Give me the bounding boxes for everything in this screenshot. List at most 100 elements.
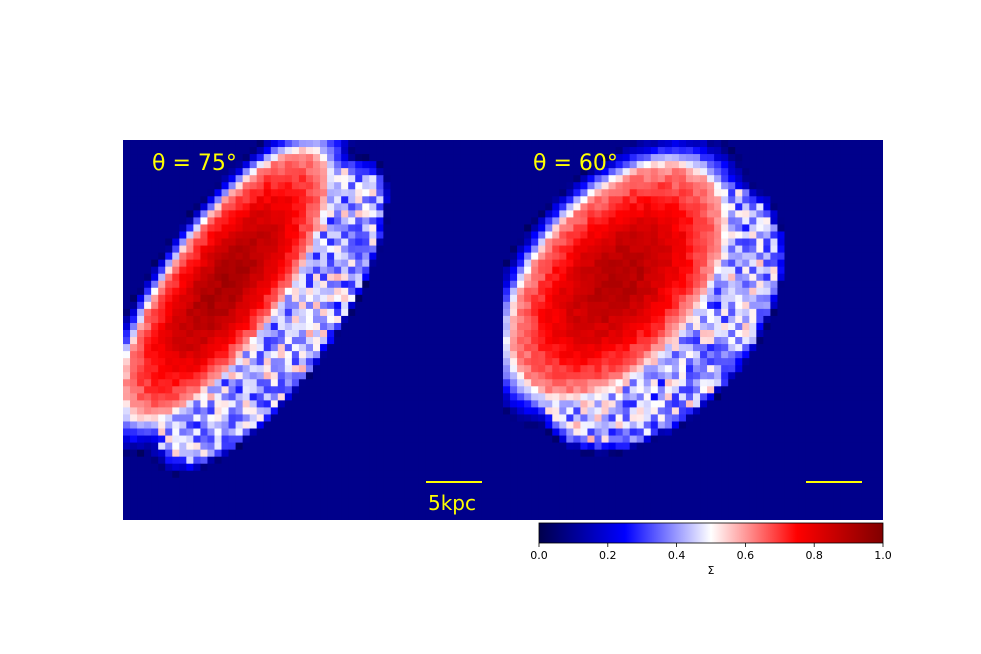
- heatmap-cell: [228, 337, 236, 345]
- heatmap-cell: [671, 203, 680, 211]
- heatmap-cell: [756, 294, 764, 303]
- heatmap-cell: [158, 330, 166, 338]
- heatmap-cell: [460, 463, 469, 472]
- heatmap-cell: [657, 379, 666, 387]
- heatmap-cell: [327, 238, 335, 246]
- heatmap-cell: [481, 421, 490, 429]
- heatmap-cell: [320, 210, 328, 218]
- heatmap-cell: [685, 273, 694, 282]
- heatmap-cell: [165, 400, 173, 408]
- heatmap-cell: [186, 330, 194, 338]
- heatmap-cell: [756, 238, 764, 246]
- heatmap-cell: [397, 351, 405, 359]
- heatmap-cell: [678, 189, 687, 197]
- heatmap-cell: [770, 210, 778, 218]
- heatmap-cell: [362, 252, 370, 261]
- heatmap-cell: [313, 435, 321, 443]
- heatmap-cell: [728, 168, 736, 176]
- heatmap-cell: [334, 358, 342, 366]
- heatmap-cell: [847, 245, 856, 253]
- heatmap-cell: [341, 168, 349, 176]
- heatmap-cell: [467, 252, 476, 261]
- heatmap-cell: [411, 154, 419, 162]
- heatmap-cell: [566, 273, 574, 282]
- heatmap-cell: [411, 140, 419, 148]
- heatmap-cell: [481, 294, 490, 303]
- heatmap-cell: [144, 491, 152, 500]
- heatmap-cell: [404, 477, 412, 486]
- heatmap-cell: [685, 203, 694, 211]
- heatmap-cell: [313, 386, 321, 394]
- heatmap-cell: [446, 470, 455, 479]
- heatmap-cell: [158, 273, 166, 282]
- heatmap-cell: [566, 154, 574, 162]
- heatmap-cell: [552, 294, 560, 303]
- heatmap-cell: [165, 365, 173, 373]
- heatmap-cell: [207, 315, 215, 324]
- heatmap-cell: [601, 365, 609, 373]
- heatmap-cell: [313, 358, 321, 366]
- heatmap-cell: [369, 365, 377, 373]
- heatmap-cell: [467, 491, 476, 500]
- heatmap-cell: [601, 147, 609, 155]
- heatmap-cell: [207, 358, 215, 366]
- heatmap-cell: [277, 463, 286, 472]
- heatmap-cell: [545, 147, 553, 155]
- heatmap-cell: [144, 301, 152, 310]
- heatmap-cell: [193, 175, 201, 183]
- heatmap-cell: [235, 175, 244, 183]
- heatmap-cell: [425, 421, 434, 429]
- heatmap-cell: [228, 351, 236, 359]
- heatmap-cell: [369, 245, 377, 253]
- heatmap-cell: [221, 463, 229, 472]
- heatmap-cell: [418, 224, 426, 232]
- heatmap-cell: [130, 140, 138, 148]
- heatmap-cell: [432, 259, 441, 268]
- heatmap-cell: [172, 512, 180, 520]
- heatmap-cell: [587, 210, 595, 218]
- heatmap-cell: [671, 287, 680, 296]
- heatmap-cell: [636, 196, 645, 204]
- heatmap-cell: [566, 210, 574, 218]
- heatmap-cell: [545, 140, 553, 148]
- heatmap-cell: [833, 266, 842, 275]
- heatmap-cell: [861, 259, 870, 268]
- heatmap-cell: [228, 196, 236, 204]
- heatmap-cell: [235, 322, 244, 331]
- heatmap-cell: [678, 175, 687, 183]
- heatmap-cell: [348, 379, 356, 387]
- heatmap-cell: [721, 386, 729, 394]
- heatmap-cell: [130, 217, 138, 225]
- heatmap-cell: [432, 287, 441, 296]
- heatmap-cell: [179, 491, 187, 500]
- heatmap-cell: [833, 168, 842, 176]
- heatmap-cell: [432, 470, 441, 479]
- heatmap-cell: [334, 154, 342, 162]
- heatmap-cell: [284, 456, 293, 465]
- heatmap-cell: [291, 238, 300, 246]
- heatmap-cell: [481, 414, 490, 422]
- heatmap-cell: [348, 175, 356, 183]
- heatmap-cell: [376, 512, 384, 520]
- heatmap-cell: [144, 477, 152, 486]
- heatmap-cell: [770, 351, 778, 359]
- heatmap-cell: [875, 308, 883, 317]
- heatmap-cell: [383, 196, 391, 204]
- heatmap-cell: [812, 182, 821, 190]
- heatmap-cell: [298, 147, 307, 155]
- heatmap-cell: [291, 484, 300, 493]
- heatmap-cell: [693, 168, 701, 176]
- heatmap-cell: [488, 414, 497, 422]
- heatmap-cell: [608, 344, 616, 352]
- heatmap-cell: [812, 351, 821, 359]
- heatmap-cell: [495, 196, 503, 204]
- heatmap-cell: [573, 393, 581, 401]
- heatmap-cell: [327, 308, 335, 317]
- heatmap-cell: [348, 470, 356, 479]
- heatmap-cell: [488, 498, 497, 507]
- heatmap-cell: [559, 168, 567, 176]
- heatmap-cell: [615, 344, 624, 352]
- heatmap-cell: [700, 252, 708, 261]
- heatmap-cell: [320, 273, 328, 282]
- heatmap-cell: [847, 252, 856, 261]
